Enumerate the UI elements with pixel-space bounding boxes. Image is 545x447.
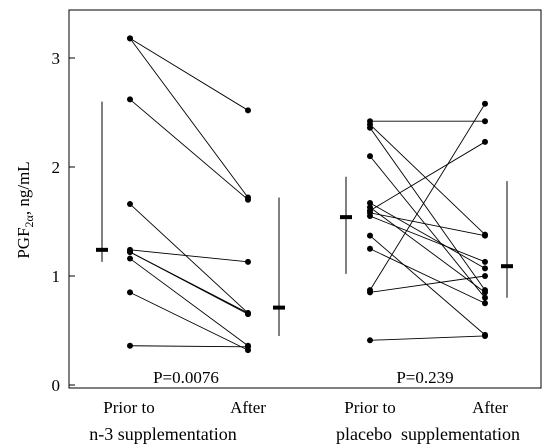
pair-line <box>129 291 249 351</box>
plot-frame <box>68 9 542 389</box>
prior-point <box>127 201 133 208</box>
prior-point <box>367 153 373 160</box>
after-point <box>245 107 251 114</box>
pair-line <box>369 212 486 237</box>
prior-point <box>367 232 373 239</box>
x-tick-label-prior-placebo: Prior to <box>344 398 395 417</box>
y-label-sub: 2α <box>22 214 36 227</box>
prior-point <box>367 289 373 296</box>
prior-point <box>367 245 373 252</box>
pair-line <box>369 155 486 299</box>
pair-line <box>129 99 249 201</box>
pair-line <box>369 103 486 291</box>
pair-line <box>129 203 249 314</box>
p-value-n3: P=0.0076 <box>153 368 219 387</box>
after-point <box>482 273 488 279</box>
summary-median-mark <box>340 215 352 220</box>
after-point <box>482 289 488 296</box>
pair-line <box>369 335 486 341</box>
pair-line <box>369 141 486 211</box>
paired-series <box>127 35 488 354</box>
pair-line <box>129 38 249 198</box>
pair-line <box>129 258 249 347</box>
prior-point <box>367 199 373 206</box>
pair-line <box>129 251 249 314</box>
after-point <box>482 294 488 301</box>
pair-line <box>369 206 486 293</box>
after-point <box>482 265 488 272</box>
group-label-placebo: placebo supplementation <box>336 424 520 444</box>
y-tick-label: 3 <box>52 49 61 68</box>
y-label-main: PGF <box>14 227 33 258</box>
prior-point <box>367 124 373 131</box>
prior-point <box>367 337 373 344</box>
prior-point <box>127 249 133 256</box>
summary-bars <box>96 101 513 336</box>
x-tick-label-after-placebo: After <box>472 398 508 417</box>
prior-point <box>127 96 133 103</box>
pair-line <box>369 235 486 336</box>
after-point <box>482 100 488 107</box>
x-tick-label-prior-n3: Prior to <box>103 398 154 417</box>
p-value-placebo: P=0.239 <box>396 368 453 387</box>
after-point <box>245 310 251 317</box>
pair-line <box>369 202 486 269</box>
after-point <box>482 300 488 307</box>
y-tick-label: 1 <box>52 267 61 286</box>
pair-line <box>129 345 249 348</box>
pair-line <box>369 215 486 263</box>
after-point <box>245 258 251 265</box>
pair-line <box>369 127 486 291</box>
after-point <box>245 196 251 203</box>
prior-point <box>127 35 133 42</box>
after-point <box>482 232 488 239</box>
pair-line <box>369 248 486 304</box>
pair-line <box>129 249 249 263</box>
summary-median-mark <box>273 305 285 310</box>
y-tick-label: 2 <box>52 158 61 177</box>
after-point <box>482 258 488 265</box>
y-tick-label: 0 <box>52 376 61 395</box>
after-point <box>245 343 251 350</box>
pair-line <box>129 37 249 111</box>
x-tick-label-after-n3: After <box>230 398 266 417</box>
after-point <box>482 138 488 145</box>
pair-line <box>369 275 486 293</box>
prior-point <box>127 255 133 262</box>
prior-point <box>367 213 373 220</box>
y-axis: 0 1 2 3 <box>52 49 75 395</box>
summary-median-mark <box>96 247 108 252</box>
summary-median-mark <box>501 264 513 269</box>
pair-line <box>369 124 486 235</box>
after-point <box>482 118 488 125</box>
prior-point <box>127 289 133 296</box>
y-axis-label: PGF2α, ng/mL <box>14 161 36 258</box>
group-label-n3: n-3 supplementation <box>89 424 236 444</box>
after-point <box>482 332 488 339</box>
y-label-rest: , ng/mL <box>14 161 33 215</box>
prior-point <box>127 342 133 349</box>
